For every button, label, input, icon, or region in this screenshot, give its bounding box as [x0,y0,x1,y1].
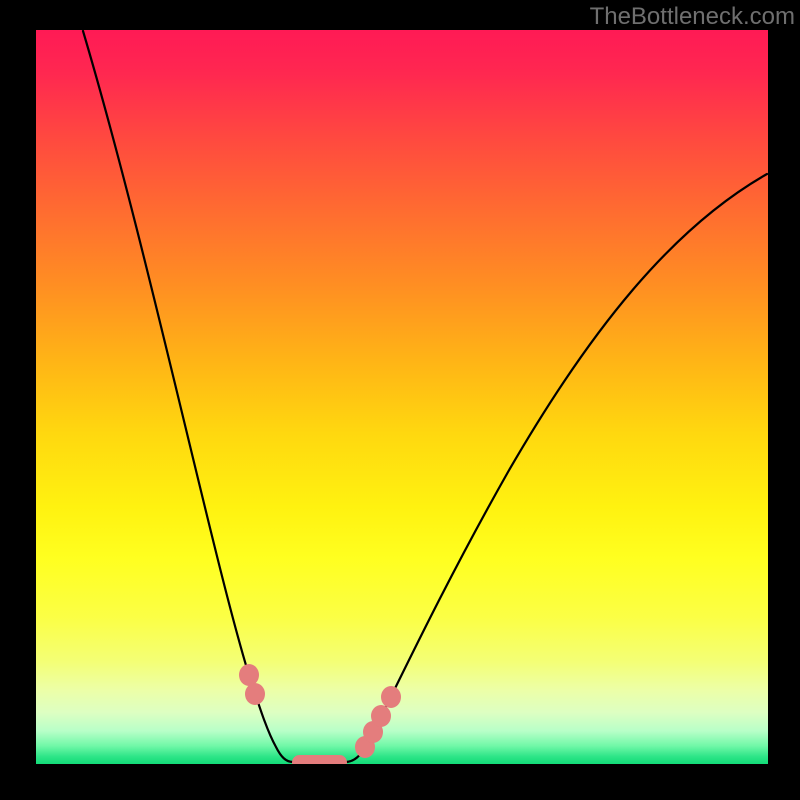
marker-left-1 [245,683,265,705]
chart-svg: TheBottleneck.com [0,0,800,800]
plot-background [36,30,768,764]
marker-right-2 [371,705,391,727]
chart-root: TheBottleneck.com [0,0,800,800]
watermark-text: TheBottleneck.com [590,3,795,30]
marker-right-3 [381,686,401,708]
marker-left-0 [239,664,259,686]
